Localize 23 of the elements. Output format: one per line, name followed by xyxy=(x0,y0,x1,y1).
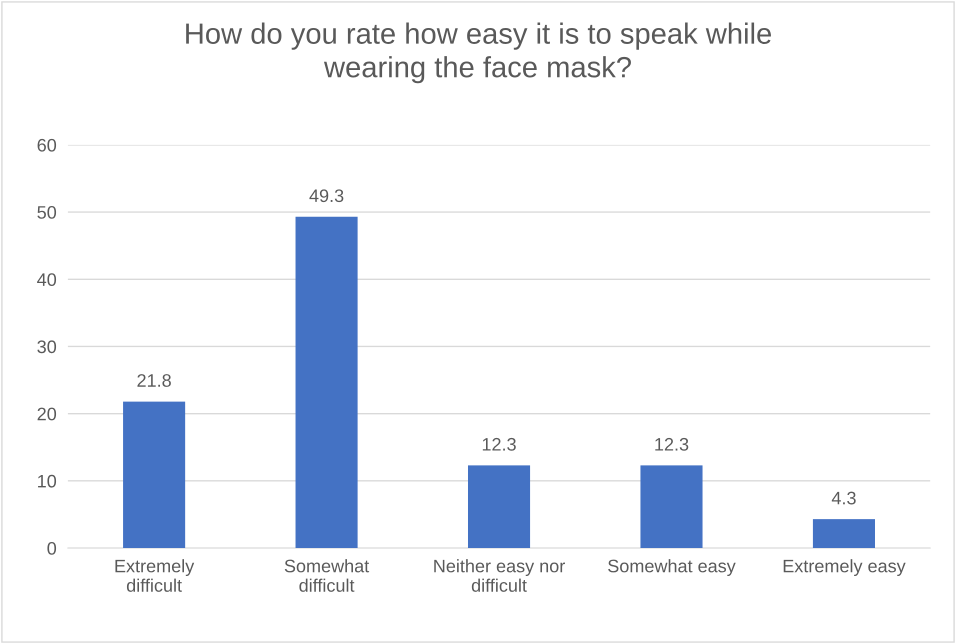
x-tick-label: Somewhat easy xyxy=(608,559,736,576)
bar xyxy=(640,465,703,548)
bar xyxy=(123,402,186,548)
y-tick-label: 30 xyxy=(37,340,56,354)
chart-title: How do you rate how easy it is to speak while wearing the face mask? xyxy=(186,22,771,84)
x-tick-label: Extremely difficult xyxy=(115,559,194,592)
data-label: 21.8 xyxy=(137,374,171,387)
data-label: 12.3 xyxy=(482,438,516,451)
y-tick-label: 10 xyxy=(38,474,56,488)
bar xyxy=(296,216,358,548)
y-tick-label: 50 xyxy=(37,206,56,219)
x-tick-label: Extremely easy xyxy=(784,559,906,576)
x-tick-label: Neither easy nor difficult xyxy=(434,559,565,592)
data-label: 4.3 xyxy=(832,492,856,504)
y-tick-label: 40 xyxy=(37,273,56,286)
data-label: 12.3 xyxy=(655,438,688,451)
y-tick-label: 60 xyxy=(38,138,56,152)
y-tick-label: 20 xyxy=(38,408,56,420)
data-label: 49.3 xyxy=(309,189,344,202)
y-tick-label: 0 xyxy=(47,542,56,555)
x-tick-label: Somewhat difficult xyxy=(284,559,370,592)
bar xyxy=(468,465,530,548)
bar xyxy=(812,519,875,548)
